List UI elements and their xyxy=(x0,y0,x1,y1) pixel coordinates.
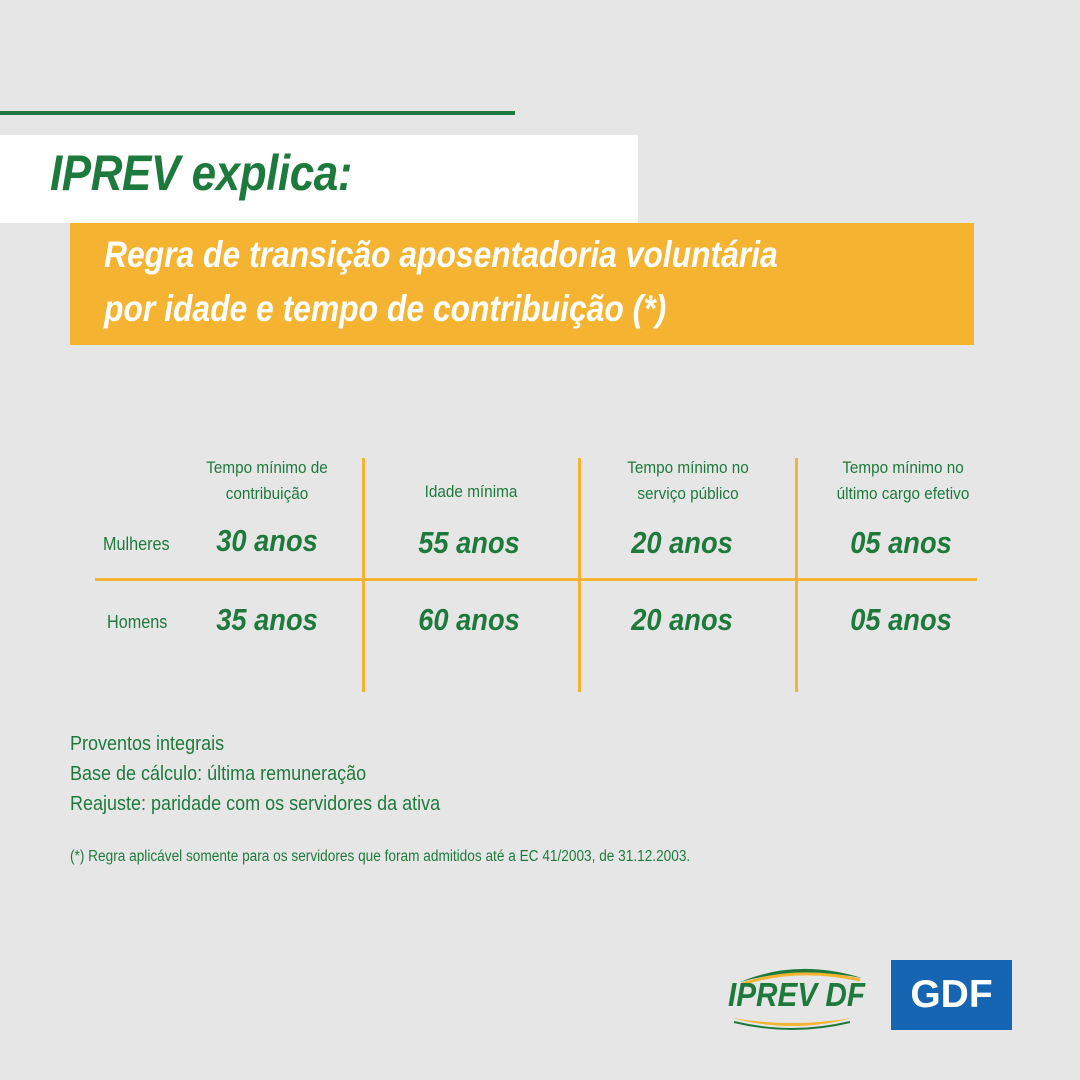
table-divider-1 xyxy=(362,458,365,692)
column-header-public-service: Tempo mínimo no serviço público xyxy=(627,458,749,503)
value-men-age: 60 anos xyxy=(418,602,520,637)
column-header-contribution: Tempo mínimo de contribuição xyxy=(206,458,328,503)
table-divider-2 xyxy=(578,458,581,692)
value-women-public-service: 20 anos xyxy=(631,525,733,560)
title-banner xyxy=(0,135,638,223)
row-label-women: Mulheres xyxy=(103,534,170,554)
gdf-logo: GDF xyxy=(891,960,1012,1030)
value-men-public-service: 20 anos xyxy=(631,602,733,637)
value-women-last-position: 05 anos xyxy=(850,525,952,560)
row-label-men: Homens xyxy=(107,612,168,632)
value-women-contribution: 30 anos xyxy=(216,523,318,558)
value-men-contribution: 35 anos xyxy=(216,602,318,637)
subtitle-line-1: Regra de transição aposentadoria voluntá… xyxy=(104,234,778,275)
column-header-age: Idade mínima xyxy=(424,482,518,501)
iprev-logo-swoosh xyxy=(732,968,862,1030)
top-divider xyxy=(0,111,515,115)
footnote: (*) Regra aplicável somente para os serv… xyxy=(70,848,691,865)
note-calculation-base: Base de cálculo: última remuneração xyxy=(70,763,367,785)
note-full-benefits: Proventos integrais xyxy=(70,733,225,755)
note-readjustment: Reajuste: paridade com os servidores da … xyxy=(70,793,441,815)
subtitle-banner xyxy=(70,223,974,345)
column-header-last-position: Tempo mínimo no último cargo efetivo xyxy=(836,458,970,503)
table-row-divider xyxy=(95,578,977,581)
iprev-df-logo: IPREV DF xyxy=(728,976,865,1013)
value-men-last-position: 05 anos xyxy=(850,602,952,637)
table-divider-3 xyxy=(795,458,798,692)
page-subtitle: Regra de transição aposentadoria voluntá… xyxy=(104,228,778,336)
value-women-age: 55 anos xyxy=(418,525,520,560)
page-title: IPREV explica: xyxy=(50,145,352,201)
subtitle-line-2: por idade e tempo de contribuição (*) xyxy=(104,288,667,329)
